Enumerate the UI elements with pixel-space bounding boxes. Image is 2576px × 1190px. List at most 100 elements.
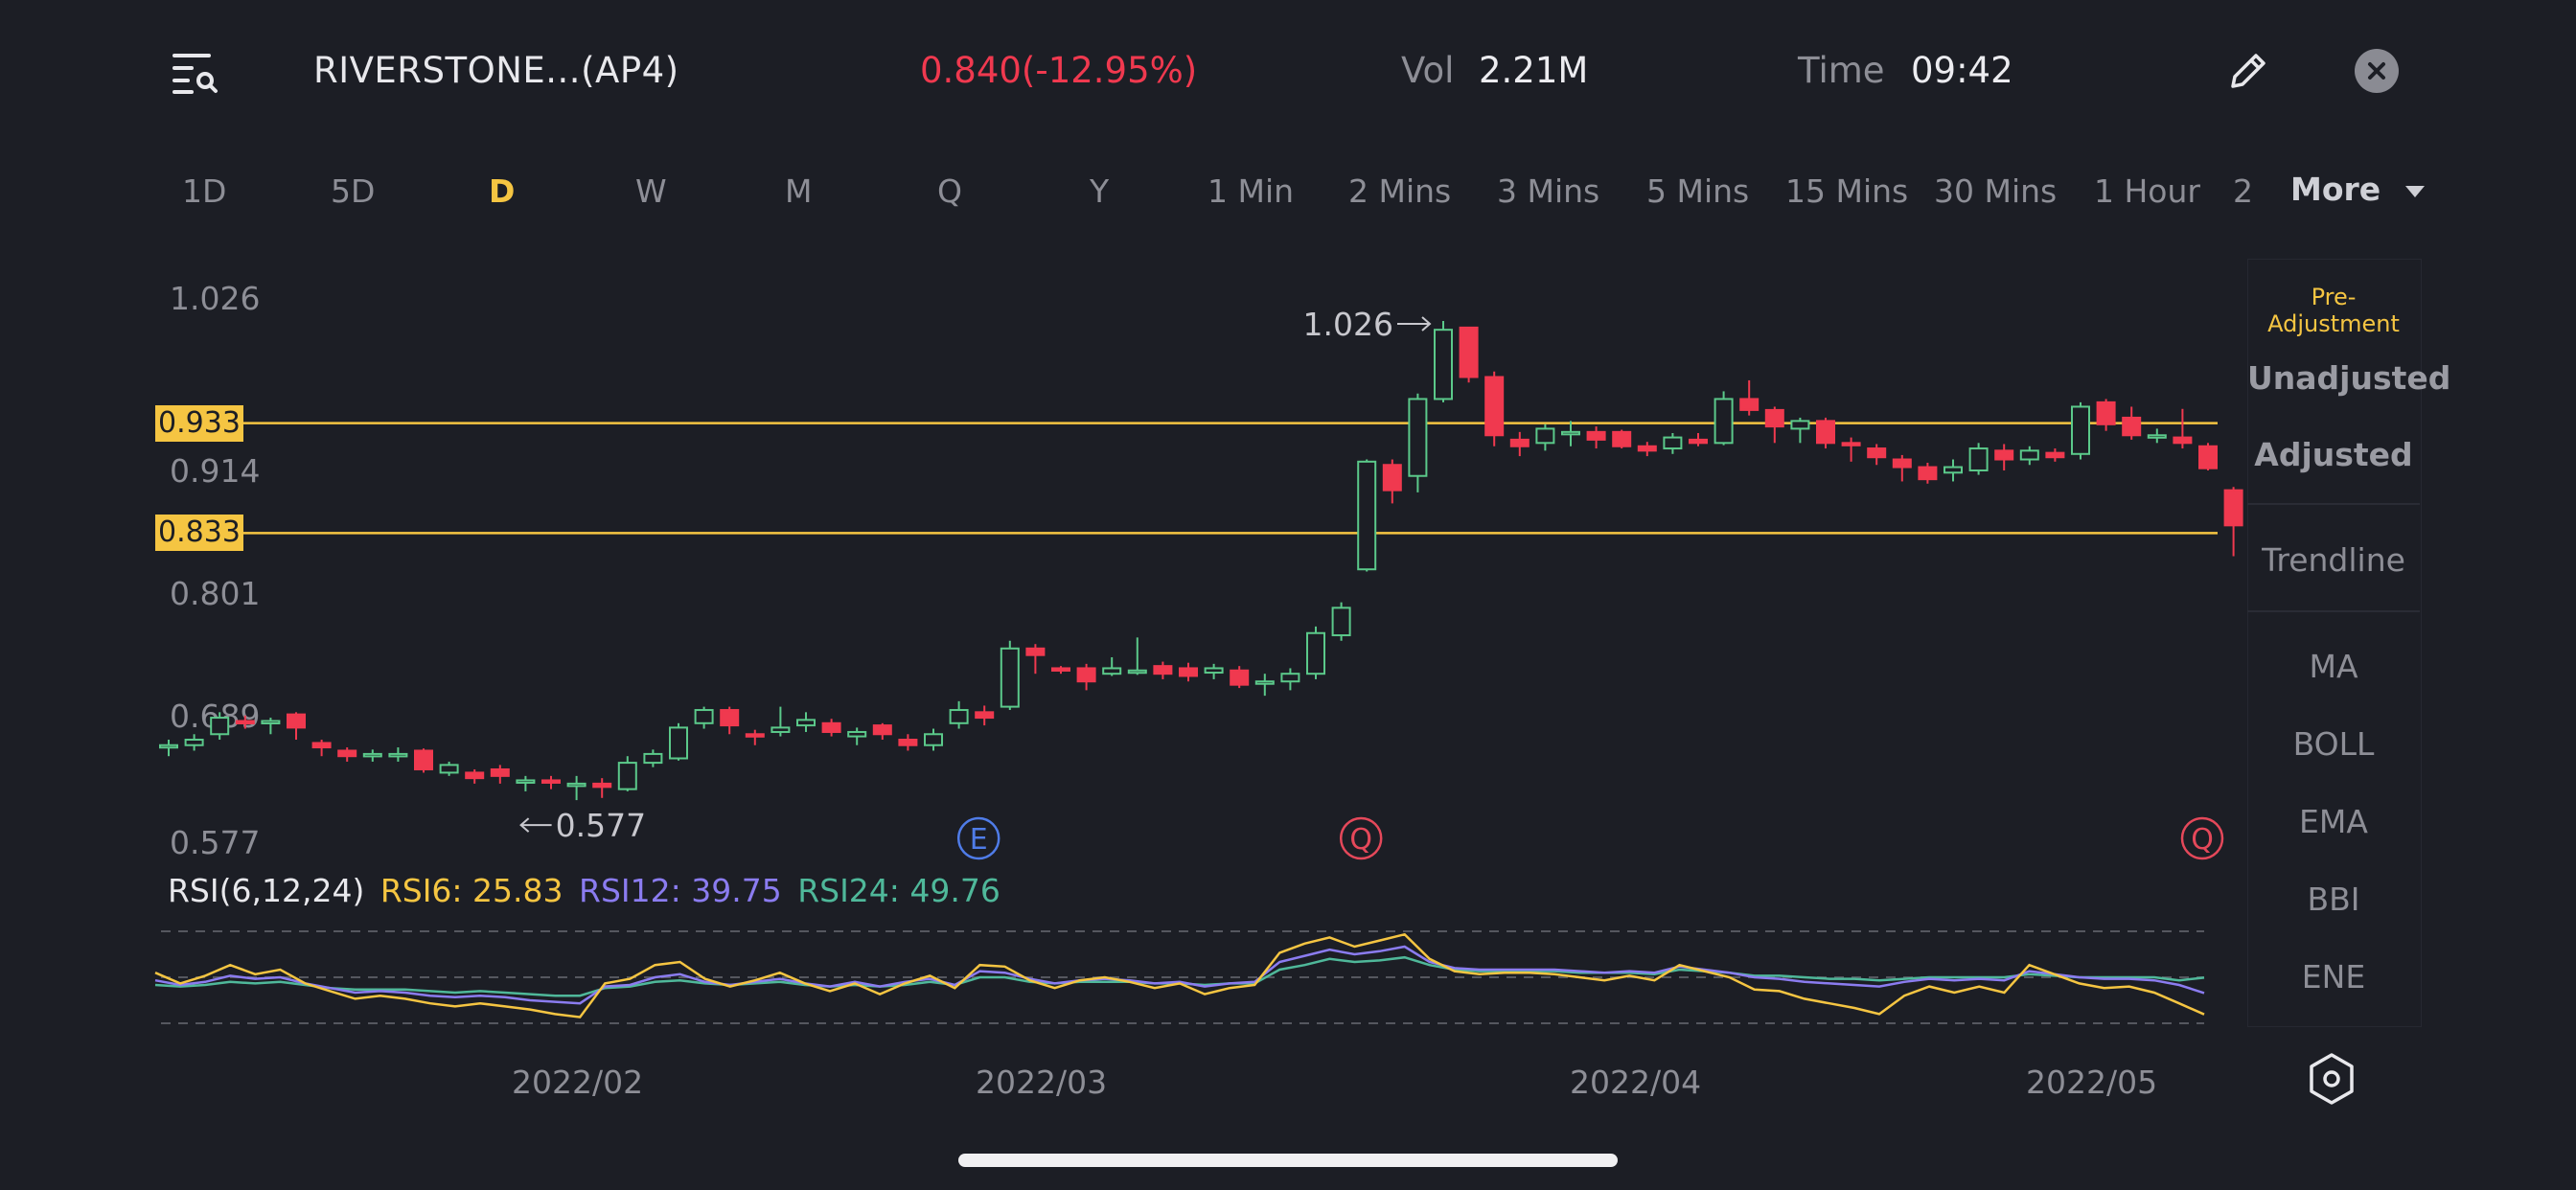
candle-body	[2096, 400, 2116, 425]
rsi-line-rsi6	[154, 932, 2205, 1018]
tab-y[interactable]: Y	[1090, 172, 1110, 210]
candle-body	[1612, 430, 1632, 447]
candle-body	[898, 739, 918, 746]
list-search-icon[interactable]	[171, 48, 218, 96]
candle-body	[1714, 398, 1734, 445]
volume-label: Vol	[1401, 50, 1455, 91]
unadjusted-option[interactable]: Unadjusted	[2247, 359, 2451, 397]
tab-w[interactable]: W	[635, 172, 667, 210]
candle-body	[1331, 606, 1351, 637]
event-marker-e[interactable]	[956, 816, 1000, 860]
event-marker-q[interactable]	[1339, 816, 1383, 860]
candle-body	[1102, 667, 1122, 675]
close-icon[interactable]	[2355, 49, 2399, 93]
candle-body	[1434, 329, 1453, 400]
trendline-option[interactable]: Trendline	[2262, 541, 2405, 579]
candle-body	[1230, 669, 1250, 686]
indicator-bbi[interactable]: BBI	[2307, 881, 2360, 918]
candle-body	[745, 733, 765, 738]
tab-5-mins[interactable]: 5 Mins	[1646, 172, 1750, 210]
candle-body	[1994, 449, 2014, 461]
tab-2-mins[interactable]: 2 Mins	[1348, 172, 1452, 210]
y-axis-label: 0.801	[170, 575, 261, 612]
candle-body	[643, 752, 663, 765]
tab-d[interactable]: D	[489, 172, 516, 210]
rsi12-value: RSI12: 39.75	[579, 872, 782, 909]
indicator-ma[interactable]: MA	[2309, 648, 2358, 685]
low-marker-arrowhead	[519, 817, 530, 833]
candle-body	[1841, 442, 1861, 446]
candle-body	[516, 779, 536, 784]
panel-divider	[2247, 503, 2420, 505]
candle-body	[2045, 451, 2065, 459]
home-indicator	[958, 1154, 1618, 1167]
candle-body	[388, 752, 408, 758]
high-marker-arrowhead	[1421, 316, 1432, 332]
tab-3-mins[interactable]: 3 Mins	[1497, 172, 1600, 210]
candle-body	[1179, 667, 1198, 677]
pencil-icon[interactable]	[2225, 48, 2271, 94]
candle-body	[1025, 647, 1046, 656]
y-axis-label: 0.914	[170, 452, 261, 490]
tab-1d[interactable]: 1D	[182, 172, 227, 210]
candle-body	[337, 749, 357, 758]
candle-body	[796, 719, 816, 727]
indicator-ene[interactable]: ENE	[2301, 958, 2366, 995]
x-axis-label: 2022/04	[1570, 1064, 1702, 1101]
candle-body	[1790, 420, 1810, 430]
tab-q[interactable]: Q	[937, 172, 962, 210]
volume-value: 2.21M	[1479, 50, 1589, 91]
candle-body	[2071, 405, 2090, 455]
candle-body	[541, 779, 561, 784]
tab-30-mins[interactable]: 30 Mins	[1934, 172, 2058, 210]
time-value: 09:42	[1911, 50, 2013, 91]
pre-adjustment-option[interactable]: Pre-Adjustment	[2267, 284, 2400, 337]
candle-body	[1306, 631, 1325, 675]
candle-body	[261, 720, 281, 725]
candle-body	[1739, 398, 1760, 411]
adjusted-option[interactable]: Adjusted	[2254, 436, 2413, 473]
candle-body	[1689, 438, 1708, 445]
candle-body	[1968, 447, 1989, 471]
more-dropdown[interactable]: More	[2290, 171, 2425, 208]
event-marker-q[interactable]	[2180, 816, 2224, 860]
candle-body	[1663, 436, 1683, 450]
candle-body	[439, 764, 459, 774]
tab-2-hours[interactable]: 2	[2233, 172, 2252, 210]
indicator-ema[interactable]: EMA	[2299, 803, 2368, 840]
tab-5d[interactable]: 5D	[331, 172, 376, 210]
candle-body	[617, 762, 637, 790]
candle-body	[1076, 667, 1096, 683]
candle-body	[1127, 669, 1147, 675]
stock-title[interactable]: RIVERSTONE...(AP4)	[313, 50, 679, 91]
line-price-badge[interactable]: 0.933	[155, 405, 243, 442]
candle-body	[592, 782, 612, 789]
candle-body	[720, 709, 740, 727]
price-change: 0.840(-12.95%)	[920, 50, 1198, 91]
candle-body	[1408, 398, 1428, 477]
indicator-panel	[2247, 259, 2422, 1027]
tab-1-hour[interactable]: 1 Hour	[2094, 172, 2200, 210]
candle-body	[1586, 430, 1606, 441]
candle-body	[1637, 445, 1657, 452]
candle-body	[566, 782, 586, 788]
line-price-badge[interactable]: 0.833	[155, 515, 243, 551]
candle-body	[1382, 464, 1402, 492]
event-marker-label: Q	[1349, 823, 1372, 857]
candle-body	[924, 733, 943, 746]
rsi24-value: RSI24: 49.76	[797, 872, 1000, 909]
settings-hexagon-icon[interactable]	[2308, 1052, 2356, 1106]
low-price-marker: 0.577	[556, 807, 646, 844]
event-marker-label: Q	[2191, 823, 2214, 857]
candle-body	[1535, 427, 1555, 445]
tab-1-min[interactable]: 1 Min	[1208, 172, 1295, 210]
triangle-down-icon	[2404, 185, 2425, 197]
candle-body	[2198, 445, 2218, 469]
candle-body	[1000, 647, 1020, 708]
tab-15-mins[interactable]: 15 Mins	[1785, 172, 1909, 210]
tab-m[interactable]: M	[785, 172, 813, 210]
more-label: More	[2290, 171, 2381, 208]
y-axis-label: 1.026	[170, 280, 261, 317]
indicator-boll[interactable]: BOLL	[2292, 725, 2375, 763]
